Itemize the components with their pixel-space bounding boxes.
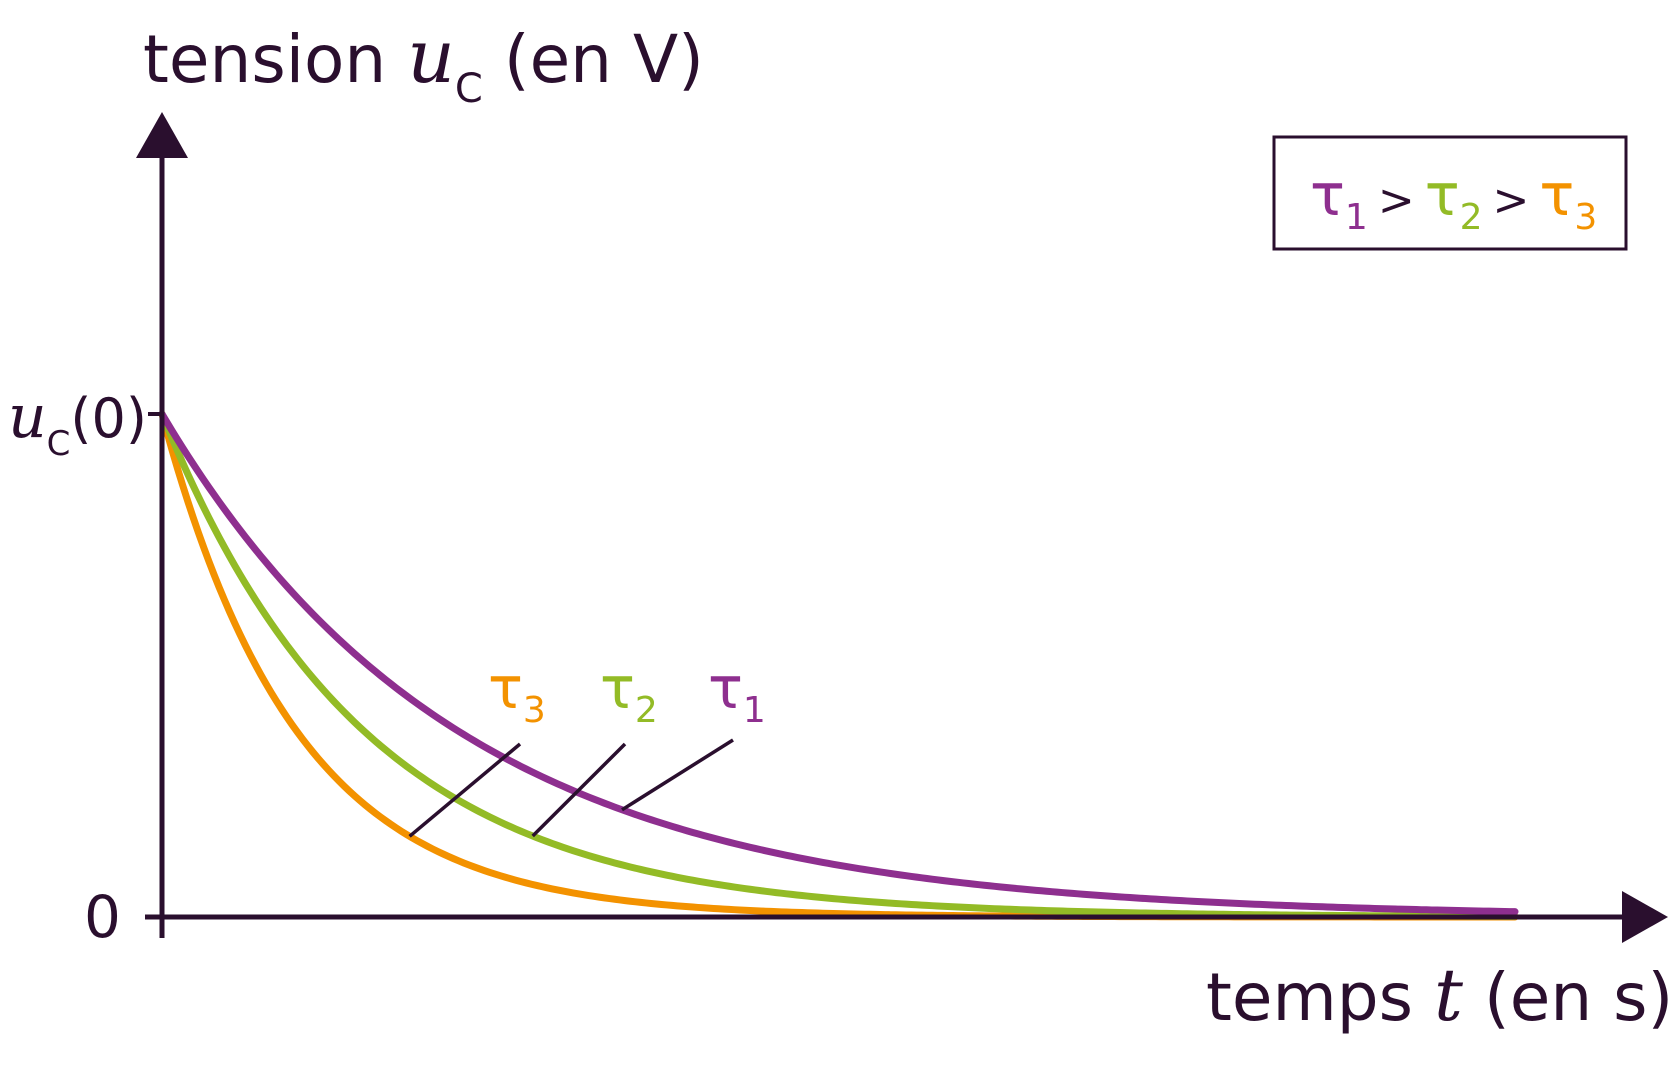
legend-tau2-symbol: τ <box>1425 161 1460 229</box>
curve-label-tau1-index: 1 <box>743 690 766 731</box>
legend: τ1 > τ2 > τ3 <box>1272 135 1628 251</box>
legend-tau3-symbol: τ <box>1539 161 1574 229</box>
y-tick-suffix: (0) <box>70 387 147 450</box>
legend-box <box>1272 135 1628 251</box>
curve-label-tau1: τ1 <box>708 654 766 731</box>
x-axis-arrow-icon <box>1622 891 1668 943</box>
series-line-tau1 <box>158 410 1519 916</box>
legend-tau1-symbol: τ <box>1310 161 1345 229</box>
x-axis-title-symbol: t <box>1434 953 1464 1037</box>
y-axis-title-suffix: (en V) <box>483 21 704 98</box>
curve-label-tau1-symbol: τ <box>708 654 743 722</box>
curve-label-tau3-index: 3 <box>523 690 546 731</box>
curve-label-tau2: τ2 <box>600 654 658 731</box>
legend-tau3-index: 3 <box>1574 197 1597 238</box>
y-tick-symbol: u <box>8 382 47 452</box>
y-axis-title: tension uC (en V) <box>143 14 704 112</box>
y-axis-title-symbol: u <box>407 14 455 100</box>
legend-sign-1: > <box>1378 175 1415 226</box>
leader-line-tau3 <box>408 742 522 838</box>
legend-relation: τ1 > τ2 > τ3 <box>1310 161 1597 238</box>
leader-line-tau2 <box>531 742 627 838</box>
y-tick-label-zero: 0 <box>84 883 121 951</box>
y-tick-subscript: C <box>47 424 71 464</box>
curve-label-tau3-symbol: τ <box>488 654 523 722</box>
x-axis-title: temps t (en s) <box>1206 953 1668 1037</box>
legend-tau1-index: 1 <box>1345 197 1368 238</box>
legend-tau2-index: 2 <box>1460 197 1483 238</box>
legend-sign-2: > <box>1493 175 1530 226</box>
leader-line-tau1 <box>621 738 734 812</box>
curve-label-tau2-index: 2 <box>635 690 658 731</box>
curve-label-tau3: τ3 <box>488 654 546 731</box>
y-axis-arrow-icon <box>136 112 188 158</box>
y-axis-title-subscript: C <box>455 66 483 112</box>
curve-label-tau2-symbol: τ <box>600 654 635 722</box>
x-axis-title-suffix: (en s) <box>1463 959 1668 1036</box>
x-axis-title-prefix: temps <box>1206 959 1434 1036</box>
y-axis-title-prefix: tension <box>143 21 407 98</box>
y-tick-label-initial: uC(0) <box>8 382 147 464</box>
axes <box>136 112 1668 943</box>
